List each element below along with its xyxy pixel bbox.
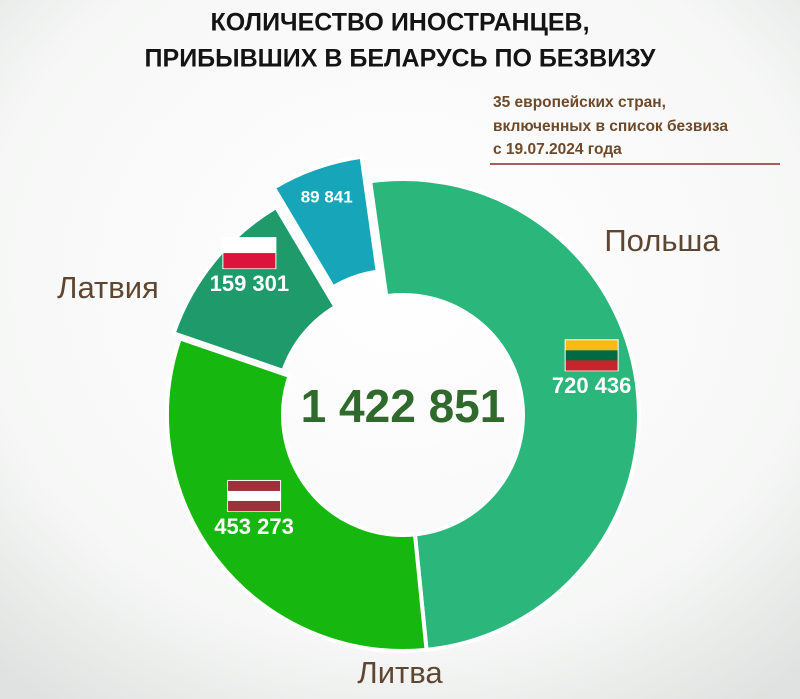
value-label: 720 436 (552, 373, 632, 398)
flag-stripe (228, 500, 281, 512)
category-label: Литва (357, 655, 443, 690)
annotation: 35 европейских стран, (493, 94, 666, 111)
flag-stripe (565, 360, 618, 371)
flag-stripe (565, 340, 618, 351)
category-label: Польша (604, 223, 720, 258)
flag-stripe (228, 490, 281, 502)
value-label: 453 273 (214, 514, 294, 539)
annotation: с 19.07.2024 года (493, 141, 622, 158)
slice (367, 177, 641, 653)
chart-title: ПРИБЫВШИХ В БЕЛАРУСЬ ПО БЕЗВИЗУ (145, 45, 656, 73)
flag-stripe (228, 480, 281, 492)
total-label: 1 422 851 (301, 380, 506, 432)
slice (171, 204, 339, 374)
category-label: Латвия (57, 270, 159, 305)
flag-stripe (223, 253, 276, 269)
value-label: 159 301 (210, 271, 290, 296)
chart-title: КОЛИЧЕСТВО ИНОСТРАНЦЕВ, (210, 9, 589, 37)
value-label: 89 841 (301, 187, 353, 206)
slice (165, 335, 429, 653)
annotation: включенных в список безвиза (493, 118, 728, 135)
slice (271, 154, 380, 291)
flag-stripe (223, 238, 276, 254)
flag-stripe (565, 350, 618, 361)
